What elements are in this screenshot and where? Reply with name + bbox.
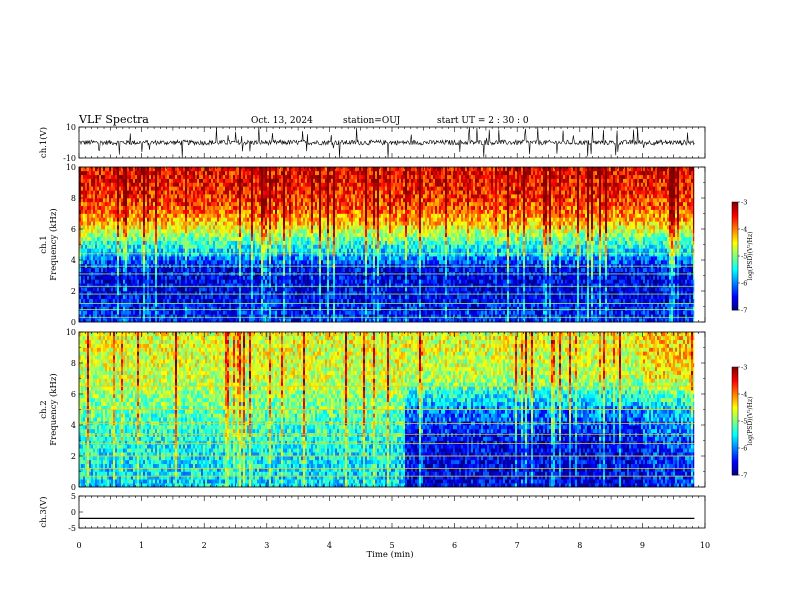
ch2-colorbar-tick-label: -5 — [741, 418, 747, 426]
ch1-colorbar-tick-label: -5 — [741, 253, 747, 261]
ch2-spectrogram-ytick-label: 8 — [71, 359, 76, 368]
xtick-label: 0 — [76, 541, 81, 550]
xaxis-label: Time (min) — [366, 549, 413, 560]
ch3-ytick-label: -5 — [68, 524, 76, 533]
ch2-colorbar-tick-label: -6 — [741, 445, 747, 453]
station-label: station=OUJ — [343, 116, 401, 126]
ch1-waveform-ylabel: ch.1(V) — [38, 127, 49, 158]
ch3-waveform-panel: 5 0 -5 ch.3(V) — [38, 492, 706, 533]
ch1-colorbar-tick-label: -6 — [741, 280, 747, 288]
ch2-colorbar-tick-label: -3 — [741, 364, 747, 372]
ch1-colorbar: -3 -4 -5 -6 -7 log(PSD)(V²/Hz) — [731, 199, 754, 315]
ch2-colorbar-label: log(PSD)(V²/Hz) — [747, 397, 754, 446]
ch2-spectrogram-ytick-label: 2 — [71, 452, 76, 461]
ch1-ytick-label: -10 — [63, 154, 76, 163]
xtick-label: 8 — [577, 541, 582, 550]
time-axis: 0 1 2 3 4 5 6 7 8 9 10 — [76, 541, 710, 550]
ch2-spectrogram-panel: 0 2 4 6 8 10 ch.2 Frequency (kHz) — [39, 328, 706, 492]
ch1-colorbar-tick-label: -4 — [741, 226, 747, 234]
xtick-label: 4 — [327, 541, 332, 550]
xtick-label: 2 — [202, 541, 207, 550]
ch1-spectrogram-ytick-label: 6 — [71, 225, 76, 234]
ch1-spectrogram-ytick-label: 10 — [66, 163, 76, 172]
ch3-ytick-label: 5 — [71, 492, 76, 501]
ch2-spectrogram-ylabel-frequency: Frequency (kHz) — [48, 373, 59, 445]
ch1-spectrogram-ylabel-channel: ch.1 — [39, 235, 49, 253]
xtick-label: 10 — [700, 541, 710, 550]
ch1-colorbar-tick-label: -7 — [741, 307, 747, 315]
ch3-ytick-label: 0 — [71, 508, 76, 517]
start-time-label: start UT = 2 : 30 : 0 — [437, 116, 529, 126]
xtick-label: 3 — [264, 541, 269, 550]
ch2-colorbar-tick-label: -7 — [741, 472, 747, 480]
ch1-colorbar-tick-label: -3 — [741, 199, 747, 207]
ch1-spectrogram-ytick-label: 8 — [71, 194, 76, 203]
ch2-colorbar: -3 -4 -5 -6 -7 log(PSD)(V²/Hz) — [731, 364, 754, 480]
ch3-waveform-ylabel: ch.3(V) — [38, 496, 49, 527]
ch2-spectrogram-ytick-label: 10 — [66, 328, 76, 337]
ch2-spectrogram-ytick-label: 4 — [71, 421, 76, 430]
ch1-waveform-panel: 10 -10 ch.1(V) — [38, 123, 706, 163]
ch1-spectrogram-ytick-label: 0 — [71, 318, 76, 327]
xtick-label: 1 — [139, 541, 144, 550]
date-label: Oct. 13, 2024 — [251, 116, 313, 126]
ch1-ytick-label: 10 — [66, 123, 76, 132]
xtick-label: 7 — [515, 541, 520, 550]
ch1-spectrogram-ytick-label: 4 — [71, 256, 76, 265]
xtick-label: 9 — [640, 541, 645, 550]
ch1-colorbar-label: log(PSD)(V²/Hz) — [747, 232, 754, 281]
xtick-label: 6 — [452, 541, 457, 550]
ch1-waveform-line — [78, 127, 695, 158]
xtick-label: 5 — [389, 541, 394, 550]
figure-title: VLF Spectra — [78, 113, 149, 126]
ch2-spectrogram-ytick-label: 0 — [71, 483, 76, 492]
ch2-spectrogram-ylabel-channel: ch.2 — [39, 400, 49, 418]
ch1-spectrogram-ylabel-frequency: Frequency (kHz) — [48, 208, 59, 280]
ch1-spectrogram-ytick-label: 2 — [71, 287, 76, 296]
ch2-colorbar-tick-label: -4 — [741, 391, 747, 399]
ch1-spectrogram-panel: 0 2 4 6 8 10 ch.1 Frequency (kHz) — [39, 163, 706, 327]
ch2-spectrogram-ytick-label: 6 — [71, 390, 76, 399]
